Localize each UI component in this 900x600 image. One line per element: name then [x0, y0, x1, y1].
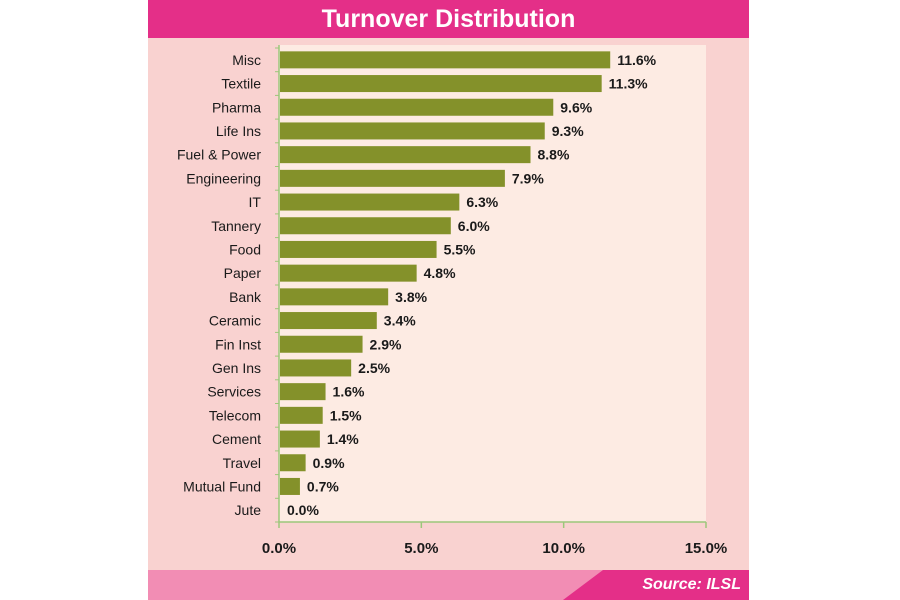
bar-gen-ins — [280, 359, 352, 377]
x-tick-label: 5.0% — [404, 540, 438, 557]
data-label: 7.9% — [512, 170, 544, 186]
data-label: 3.4% — [384, 313, 416, 329]
category-label: Telecom — [209, 407, 261, 423]
data-label: 9.3% — [552, 123, 584, 139]
bar-fuel-power — [280, 146, 531, 164]
bar-travel — [280, 454, 306, 472]
category-label: Fuel & Power — [177, 147, 261, 163]
data-label: 3.8% — [395, 289, 427, 305]
category-label: Fin Inst — [215, 336, 261, 352]
bar-tannery — [280, 217, 451, 235]
data-label: 8.8% — [538, 147, 570, 163]
bar-ceramic — [280, 312, 377, 330]
data-label: 6.3% — [466, 194, 498, 210]
category-label: Life Ins — [216, 123, 261, 139]
data-label: 5.5% — [444, 241, 476, 257]
bar-cement — [280, 430, 320, 448]
category-label: Textile — [221, 76, 261, 92]
source-note: Source: ILSL — [642, 576, 741, 593]
category-label: Ceramic — [209, 313, 261, 329]
data-label: 9.6% — [560, 99, 592, 115]
bar-fin-inst — [280, 335, 363, 353]
bar-food — [280, 240, 437, 258]
category-label: Travel — [223, 455, 261, 471]
category-label: Jute — [235, 502, 262, 518]
bar-chart: Misc 11.6% Textile 11.3% Pharma 9.6% Life Ins 9… — [177, 45, 728, 557]
data-label: 2.5% — [358, 360, 390, 376]
category-label: Engineering — [186, 170, 261, 186]
data-label: 0.9% — [313, 455, 345, 471]
x-tick-label: 10.0% — [542, 540, 585, 557]
bar-engineering — [280, 169, 505, 187]
bar-pharma — [280, 98, 554, 116]
data-label: 1.5% — [330, 407, 362, 423]
data-label: 1.4% — [327, 431, 359, 447]
chart-title: Turnover Distribution — [148, 0, 749, 38]
x-tick-label: 15.0% — [685, 540, 728, 557]
bar-it — [280, 193, 460, 211]
category-label: Services — [207, 384, 261, 400]
data-label: 11.6% — [617, 52, 656, 68]
category-label: Food — [229, 241, 261, 257]
category-label: Gen Ins — [212, 360, 261, 376]
data-label: 1.6% — [333, 384, 365, 400]
data-label: 4.8% — [424, 265, 456, 281]
chart-panel: Turnover Distribution Misc 11.6% Textile 11… — [148, 0, 749, 600]
data-label: 0.0% — [287, 502, 319, 518]
footer-bar: Source: ILSL — [148, 570, 749, 600]
category-label: Mutual Fund — [183, 478, 261, 494]
bar-paper — [280, 264, 417, 282]
plot-area — [279, 45, 706, 522]
data-label: 11.3% — [609, 76, 648, 92]
data-label: 0.7% — [307, 478, 339, 494]
bar-services — [280, 383, 326, 401]
data-label: 6.0% — [458, 218, 490, 234]
category-label: Misc — [232, 52, 261, 68]
category-label: Bank — [229, 289, 262, 305]
bar-life-ins — [280, 122, 545, 140]
bar-misc — [280, 51, 611, 69]
bar-textile — [280, 75, 602, 93]
category-label: Tannery — [211, 218, 261, 234]
category-label: IT — [249, 194, 262, 210]
category-label: Paper — [224, 265, 262, 281]
category-label: Pharma — [212, 99, 261, 115]
data-label: 2.9% — [370, 336, 402, 352]
bar-telecom — [280, 406, 323, 424]
category-label: Cement — [212, 431, 261, 447]
bar-mutual-fund — [280, 477, 300, 495]
bar-bank — [280, 288, 389, 306]
x-tick-label: 0.0% — [262, 540, 296, 557]
